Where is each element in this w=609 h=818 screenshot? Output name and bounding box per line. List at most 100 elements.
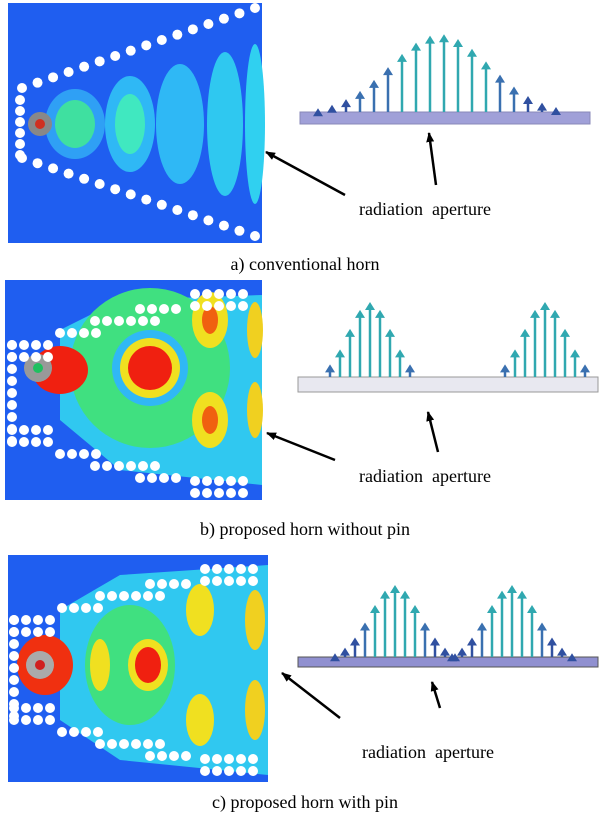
via: [91, 328, 101, 338]
via: [200, 754, 210, 764]
via: [202, 476, 212, 486]
via: [15, 150, 25, 160]
via: [238, 289, 248, 299]
via: [19, 425, 29, 435]
via: [17, 83, 27, 93]
via: [110, 184, 120, 194]
via: [181, 579, 191, 589]
aperture-bar-c: [298, 657, 598, 667]
via: [15, 128, 25, 138]
arrow-head: [560, 329, 570, 337]
annotation-label: radiation aperture: [359, 199, 491, 219]
via: [7, 400, 17, 410]
via: [212, 564, 222, 574]
via: [171, 473, 181, 483]
arrow-head: [551, 107, 561, 115]
arrow-head: [527, 605, 537, 613]
via: [190, 301, 200, 311]
via: [248, 766, 258, 776]
arrow-head: [325, 364, 335, 372]
arrow-head: [467, 637, 477, 645]
via: [138, 316, 148, 326]
via: [155, 739, 165, 749]
via: [119, 739, 129, 749]
via: [135, 473, 145, 483]
via: [200, 576, 210, 586]
via: [7, 436, 17, 446]
annotation-label: radiation aperture: [359, 466, 491, 486]
via: [69, 727, 79, 737]
via: [19, 352, 29, 362]
via: [7, 388, 17, 398]
arrow-head: [397, 54, 407, 62]
via: [126, 316, 136, 326]
via: [33, 703, 43, 713]
via: [150, 316, 160, 326]
via: [21, 627, 31, 637]
arrow-head: [355, 91, 365, 99]
arrow-head: [481, 61, 491, 69]
via: [212, 754, 222, 764]
arrow-head: [390, 585, 400, 593]
via: [172, 30, 182, 40]
arrow-head: [550, 310, 560, 318]
via: [15, 106, 25, 116]
via: [67, 449, 77, 459]
arrow-head: [497, 591, 507, 599]
via: [200, 564, 210, 574]
via: [131, 591, 141, 601]
via: [15, 117, 25, 127]
via: [93, 727, 103, 737]
arrow-head: [580, 364, 590, 372]
via: [248, 754, 258, 764]
via: [150, 461, 160, 471]
arrow-head: [350, 637, 360, 645]
via: [45, 703, 55, 713]
via: [238, 488, 248, 498]
via: [95, 56, 105, 66]
via: [159, 473, 169, 483]
arrow-head: [530, 310, 540, 318]
via: [147, 304, 157, 314]
via: [43, 437, 53, 447]
via: [21, 703, 31, 713]
arrow-head: [327, 105, 337, 113]
via: [188, 24, 198, 34]
via: [226, 476, 236, 486]
arrow-head: [375, 310, 385, 318]
via: [145, 579, 155, 589]
via: [7, 364, 17, 374]
arrow-head: [477, 622, 487, 630]
via: [119, 591, 129, 601]
via: [64, 67, 74, 77]
caption: b) proposed horn without pin: [200, 519, 410, 540]
via: [226, 289, 236, 299]
arrow-head: [405, 364, 415, 372]
via: [9, 639, 19, 649]
aperture-bar-a: [300, 112, 590, 124]
via: [157, 751, 167, 761]
via: [43, 352, 53, 362]
current-arrows: [313, 34, 590, 661]
via: [248, 564, 258, 574]
arrow-head: [570, 349, 580, 357]
arrow-head: [365, 302, 375, 310]
arrow-head: [523, 96, 533, 104]
arrow-head: [335, 349, 345, 357]
via: [214, 289, 224, 299]
via: [203, 19, 213, 29]
via: [212, 766, 222, 776]
via: [143, 591, 153, 601]
via: [9, 651, 19, 661]
via: [9, 711, 19, 721]
via: [107, 591, 117, 601]
via: [171, 304, 181, 314]
via: [15, 139, 25, 149]
arrow-head: [345, 329, 355, 337]
via: [21, 715, 31, 725]
via: [181, 751, 191, 761]
via: [95, 739, 105, 749]
via: [9, 687, 19, 697]
arrow-head: [467, 49, 477, 57]
via: [226, 301, 236, 311]
